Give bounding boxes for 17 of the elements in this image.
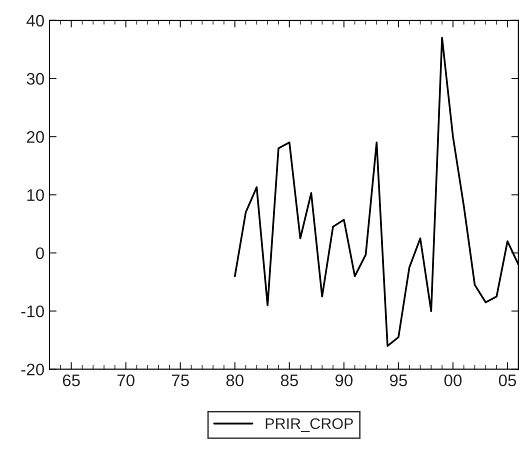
y-tick-label: 0 bbox=[36, 247, 44, 260]
y-tick-label: -20 bbox=[21, 364, 44, 376]
y-tick-label: 30 bbox=[26, 72, 44, 85]
legend-label: PRIR_CROP bbox=[266, 418, 353, 432]
x-tick-label: 05 bbox=[498, 374, 516, 386]
x-tick-label: 75 bbox=[172, 374, 189, 386]
x-tick-label: 85 bbox=[280, 374, 298, 386]
y-tick-label: -10 bbox=[21, 305, 44, 318]
x-tick-label: 90 bbox=[335, 374, 353, 386]
y-tick-label: 20 bbox=[26, 131, 44, 143]
x-tick-label: 65 bbox=[62, 374, 80, 386]
y-tick-label: 40 bbox=[26, 14, 44, 27]
x-tick-label: 95 bbox=[390, 374, 408, 386]
x-tick-label: 70 bbox=[117, 374, 134, 386]
x-tick-label: 80 bbox=[226, 374, 244, 386]
y-tick-label: 10 bbox=[27, 189, 44, 201]
x-tick-label: 00 bbox=[444, 374, 462, 386]
